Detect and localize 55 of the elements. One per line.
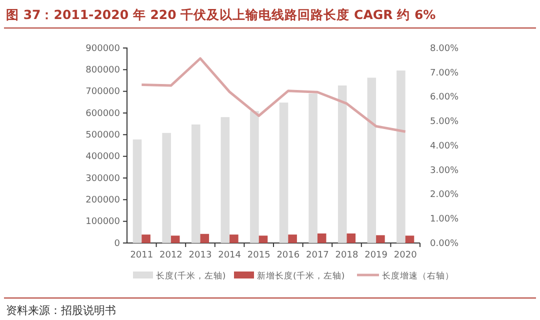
bar (200, 234, 210, 243)
text: 资料来源：招股说明书 (6, 304, 116, 317)
y-tick-label: 0 (114, 238, 120, 249)
bar (308, 94, 318, 243)
y2-tick-label: 1.00% (430, 214, 460, 225)
bar (288, 234, 297, 243)
bar (132, 139, 142, 243)
y-tick-label: 600000 (86, 108, 120, 119)
bar (279, 102, 288, 243)
x-tick-label: 2017 (306, 250, 329, 260)
legend-label: 新增长度(千米，左轴) (257, 270, 345, 282)
y-tick-label: 700000 (86, 87, 120, 98)
y2-tick-label: 7.00% (430, 68, 460, 78)
y-tick-label: 900000 (86, 44, 120, 54)
bar (220, 117, 230, 243)
bar (317, 233, 326, 243)
bar (346, 233, 356, 243)
bar (396, 70, 406, 243)
bar (162, 132, 171, 243)
bar (142, 234, 150, 243)
legend-label: 长度增速（右轴） (382, 270, 454, 282)
y-tick-label: 400000 (86, 152, 120, 162)
chart-title: 图 37：2011-2020 年 220 千伏及以上输电线路回路长度 CAGR 约 6% (6, 7, 436, 22)
y2-tick-label: 4.00% (430, 141, 460, 152)
bar (250, 111, 259, 243)
x-tick-label: 2011 (130, 250, 154, 260)
x-tick-label: 2014 (218, 250, 242, 260)
y-tick-label: 500000 (86, 130, 120, 141)
bar (376, 235, 385, 243)
x-tick-label: 2013 (188, 250, 212, 260)
line-series (140, 57, 407, 133)
y2-tick-label: 0.00% (430, 238, 460, 249)
x-tick-label: 2018 (335, 250, 358, 260)
y-tick-label: 300000 (86, 174, 120, 184)
y2-tick-label: 3.00% (430, 166, 460, 176)
y-tick-label: 200000 (86, 196, 120, 206)
bar (230, 234, 238, 243)
x-tick-label: 2020 (394, 250, 418, 260)
x-tick-label: 2012 (159, 250, 182, 260)
x-tick-label: 2016 (276, 250, 300, 260)
bar (405, 236, 414, 243)
y2-tick-label: 5.00% (430, 117, 460, 128)
y-tick-label: 800000 (86, 66, 120, 76)
y2-tick-label: 8.00% (430, 44, 460, 54)
y-tick-label: 100000 (86, 217, 120, 228)
bar (258, 236, 268, 243)
bar (367, 78, 376, 243)
legend-label: 长度(千米，左轴) (156, 270, 226, 282)
y2-tick-label: 2.00% (430, 190, 460, 200)
bar (170, 236, 180, 243)
y2-tick-label: 6.00% (430, 92, 460, 103)
bar (338, 85, 347, 243)
bar (191, 124, 200, 243)
x-tick-label: 2019 (364, 250, 388, 260)
x-tick-label: 2015 (247, 250, 270, 260)
